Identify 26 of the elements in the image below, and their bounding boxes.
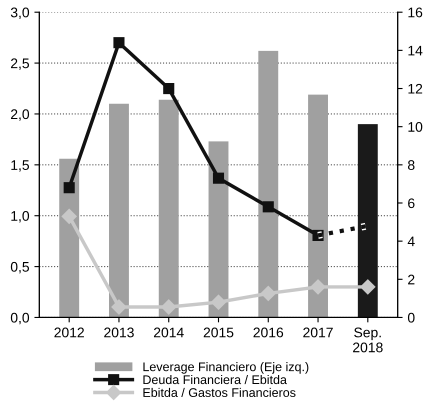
x-tick-label: 2014	[154, 328, 184, 338]
y2-tick-label: 0	[408, 312, 415, 323]
x-tick-label: 2017	[303, 328, 333, 338]
y-tick-label: 2,0	[11, 109, 30, 121]
y2-tick-label: 14	[408, 46, 422, 56]
y-tick-label: 1,5	[11, 160, 30, 172]
legend-label: Leverage Financiero (Eje izq.)	[143, 362, 308, 374]
y2-tick-label: 12	[408, 84, 422, 94]
y-tick-label: 3,0	[10, 8, 30, 20]
legend-label: Deuda Financiera / Ebitda	[143, 374, 287, 384]
y2-tick-label: 4	[408, 236, 415, 246]
y-tick-label: 1,0	[11, 211, 30, 223]
y2-tick-label: 8	[408, 160, 415, 170]
y-tick-label: 0,5	[10, 262, 30, 274]
x-tick-label: Sep. 2018	[353, 328, 383, 352]
x-tick-label: 2016	[254, 328, 284, 338]
x-tick-label: 2012	[54, 328, 84, 338]
y2-tick-label: 16	[408, 8, 422, 18]
x-tick-label: 2015	[204, 328, 234, 338]
y2-tick-label: 10	[408, 122, 422, 132]
y2-tick-label: 2	[408, 274, 414, 284]
y-tick-label: 2,5	[11, 58, 30, 70]
y-tick-label: 0,0	[10, 312, 30, 324]
legend-label: Ebitda / Gastos Financieros	[143, 388, 296, 398]
x-tick-label: 2013	[104, 328, 134, 338]
y2-tick-label: 6	[408, 198, 415, 208]
